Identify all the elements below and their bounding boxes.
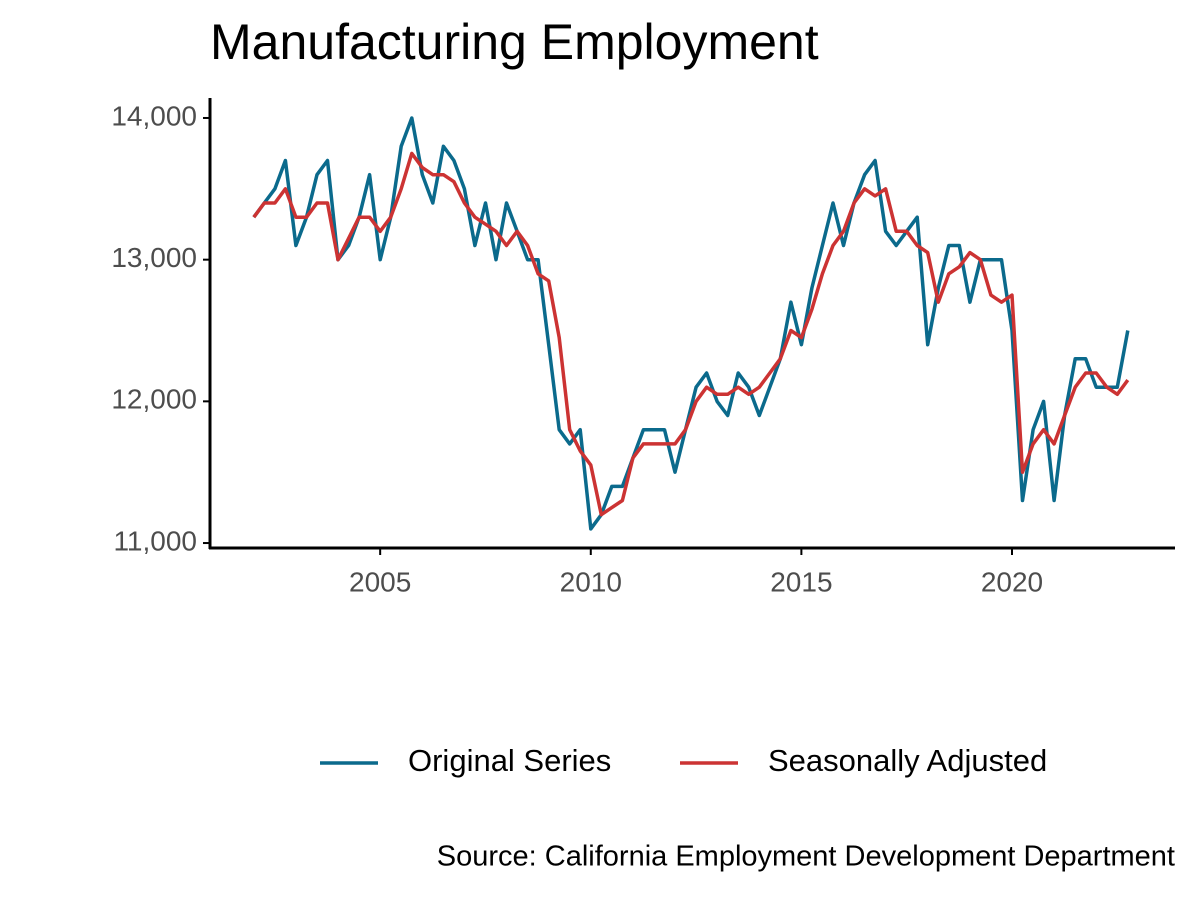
x-tick-label: 2015 bbox=[770, 566, 832, 597]
x-tick-label: 2020 bbox=[981, 566, 1043, 597]
y-tick-label: 12,000 bbox=[111, 384, 197, 415]
x-tick-label: 2010 bbox=[560, 566, 622, 597]
legend-label: Original Series bbox=[408, 743, 611, 778]
y-tick-label: 11,000 bbox=[113, 525, 197, 556]
series-line bbox=[252, 116, 1130, 531]
y-tick-label: 14,000 bbox=[111, 100, 197, 131]
legend-label: Seasonally Adjusted bbox=[768, 743, 1047, 778]
series-line bbox=[252, 151, 1130, 517]
caption: Source: California Employment Developmen… bbox=[437, 841, 1175, 873]
y-tick-label: 13,000 bbox=[111, 242, 197, 273]
x-tick-label: 2005 bbox=[349, 566, 411, 597]
chart-title: Manufacturing Employment bbox=[210, 14, 819, 70]
